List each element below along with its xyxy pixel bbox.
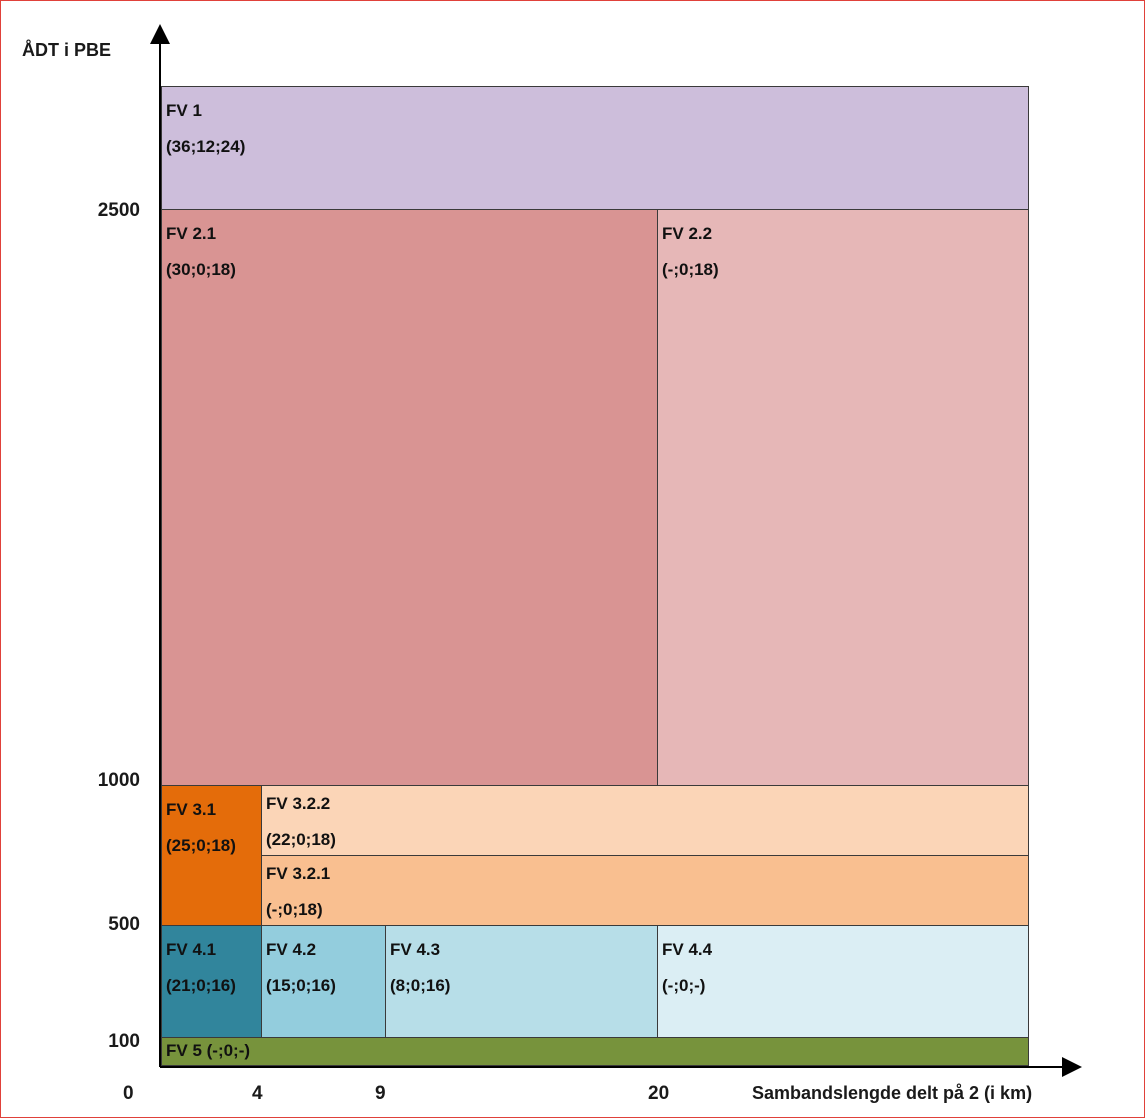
region-fv4-4-name: FV 4.4 — [662, 940, 713, 959]
region-fv4-4: FV 4.4 (-;0;-) — [657, 925, 1029, 1038]
region-fv3-2-1-values: (-;0;18) — [266, 900, 323, 919]
region-fv4-3: FV 4.3 (8;0;16) — [385, 925, 658, 1038]
region-fv4-1: FV 4.1 (21;0;16) — [161, 925, 262, 1038]
x-tick-9: 9 — [375, 1083, 386, 1104]
region-fv1: FV 1 (36;12;24) — [161, 86, 1029, 210]
region-fv2-1: FV 2.1 (30;0;18) — [161, 209, 658, 786]
region-fv3-1: FV 3.1 (25;0;18) — [161, 785, 262, 926]
region-fv4-4-values: (-;0;-) — [662, 976, 706, 995]
region-fv2-2: FV 2.2 (-;0;18) — [657, 209, 1029, 786]
region-fv4-1-name: FV 4.1 — [166, 940, 217, 959]
region-fv4-1-values: (21;0;16) — [166, 976, 236, 995]
y-axis-title: ÅDT i PBE — [22, 40, 112, 60]
region-fv4-2: FV 4.2 (15;0;16) — [261, 925, 386, 1038]
x-axis-title: Sambandslengde delt på 2 (i km) — [752, 1083, 1033, 1103]
region-fv4-2-values: (15;0;16) — [266, 976, 336, 995]
region-fv2-1-name: FV 2.1 — [166, 224, 217, 243]
region-fv2-2-values: (-;0;18) — [662, 260, 719, 279]
x-tick-20: 20 — [648, 1083, 670, 1104]
region-fv3-2-2-name: FV 3.2.2 — [266, 794, 331, 813]
y-tick-500: 500 — [108, 914, 140, 935]
region-fv1-values: (36;12;24) — [166, 137, 246, 156]
region-fv3-1-name: FV 3.1 — [166, 800, 217, 819]
region-fv5-name: FV 5 (-;0;-) — [166, 1041, 251, 1060]
region-fv4-2-name: FV 4.2 — [266, 940, 317, 959]
region-fv1-name: FV 1 — [166, 101, 202, 120]
region-fv3-2-2: FV 3.2.2 (22;0;18) — [261, 785, 1029, 856]
region-fv3-2-1: FV 3.2.1 (-;0;18) — [261, 855, 1029, 926]
region-fv2-2-name: FV 2.2 — [662, 224, 713, 243]
region-fv4-3-values: (8;0;16) — [390, 976, 451, 995]
region-fv3-1-values: (25;0;18) — [166, 836, 236, 855]
region-fv3-2-2-values: (22;0;18) — [266, 830, 336, 849]
region-fv4-3-name: FV 4.3 — [390, 940, 441, 959]
y-tick-1000: 1000 — [97, 770, 140, 791]
y-tick-100: 100 — [108, 1031, 140, 1052]
y-tick-2500: 2500 — [97, 200, 140, 221]
region-fv5: FV 5 (-;0;-) — [161, 1037, 1029, 1066]
region-fv3-2-1-name: FV 3.2.1 — [266, 864, 331, 883]
region-fv2-1-values: (30;0;18) — [166, 260, 236, 279]
x-tick-0: 0 — [123, 1083, 134, 1104]
x-tick-4: 4 — [252, 1083, 263, 1104]
